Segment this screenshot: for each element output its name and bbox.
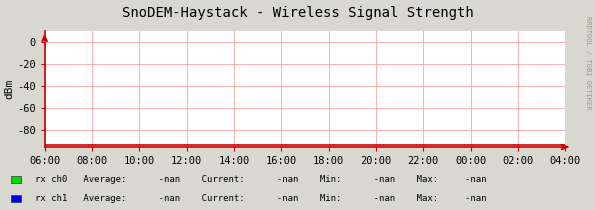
- Text: RRDTOOL / TOBI OETIKER: RRDTOOL / TOBI OETIKER: [585, 16, 591, 110]
- Text: rx ch1   Average:      -nan    Current:      -nan    Min:      -nan    Max:     : rx ch1 Average: -nan Current: -nan Min: …: [35, 194, 486, 203]
- Text: rx ch0   Average:      -nan    Current:      -nan    Min:      -nan    Max:     : rx ch0 Average: -nan Current: -nan Min: …: [35, 175, 486, 184]
- Text: SnoDEM-Haystack - Wireless Signal Strength: SnoDEM-Haystack - Wireless Signal Streng…: [121, 6, 474, 20]
- Y-axis label: dBm: dBm: [4, 79, 14, 99]
